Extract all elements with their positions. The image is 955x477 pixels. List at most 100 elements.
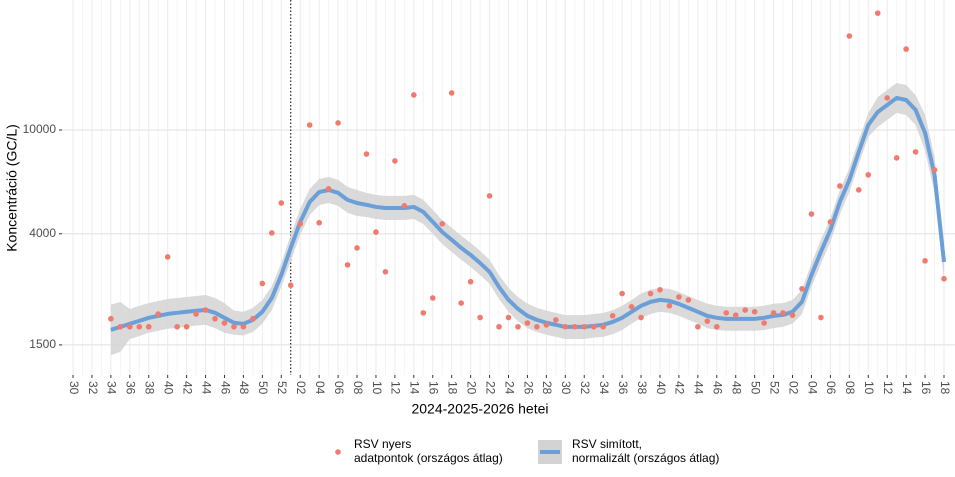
data-point bbox=[392, 158, 398, 164]
data-point bbox=[827, 219, 834, 225]
x-tick-label: 44 bbox=[199, 381, 213, 395]
data-point bbox=[685, 297, 692, 303]
data-point bbox=[467, 278, 474, 285]
data-point bbox=[174, 323, 180, 330]
x-tick-label: 52 bbox=[275, 381, 289, 395]
x-tick-label: 26 bbox=[521, 381, 535, 395]
data-point bbox=[240, 323, 247, 330]
data-point bbox=[505, 314, 512, 321]
data-point bbox=[751, 308, 758, 315]
y-axis-title: Koncentráció (GC/L) bbox=[4, 124, 20, 252]
data-point bbox=[221, 320, 228, 326]
x-tick-label: 14 bbox=[408, 381, 422, 395]
data-point bbox=[695, 323, 701, 330]
data-point bbox=[761, 320, 767, 326]
x-tick-label: 30 bbox=[67, 381, 81, 395]
data-point bbox=[145, 323, 152, 330]
data-point bbox=[269, 230, 275, 236]
data-point bbox=[108, 315, 114, 322]
x-tick-label: 40 bbox=[162, 381, 176, 395]
data-point bbox=[590, 323, 597, 330]
x-tick-label: 50 bbox=[748, 381, 762, 395]
y-tick-label: 10000 bbox=[23, 122, 57, 136]
data-point bbox=[676, 294, 682, 300]
x-tick-label: 20 bbox=[464, 381, 478, 395]
x-tick-label: 02 bbox=[786, 381, 800, 395]
x-tick-label: 38 bbox=[635, 381, 649, 395]
data-point bbox=[619, 290, 625, 297]
x-tick-label: 16 bbox=[427, 381, 441, 395]
data-point bbox=[713, 323, 720, 330]
data-point bbox=[335, 120, 341, 126]
data-point bbox=[855, 187, 862, 193]
data-point bbox=[609, 312, 616, 319]
x-axis-title: 2024-2025-2026 hetei bbox=[411, 401, 548, 417]
y-tick-label: 4000 bbox=[29, 226, 56, 240]
data-point bbox=[571, 323, 578, 330]
data-point bbox=[732, 312, 739, 318]
data-point bbox=[903, 46, 909, 52]
x-tick-label: 42 bbox=[180, 381, 194, 395]
data-point bbox=[931, 167, 938, 173]
data-point bbox=[657, 286, 663, 293]
data-point bbox=[193, 311, 199, 317]
data-point bbox=[316, 219, 322, 226]
legend-marker bbox=[335, 449, 341, 455]
data-point bbox=[666, 302, 673, 309]
data-point bbox=[420, 310, 427, 316]
data-point bbox=[127, 323, 133, 330]
x-tick-label: 48 bbox=[237, 381, 251, 395]
data-point bbox=[941, 275, 947, 282]
x-tick-label: 52 bbox=[767, 381, 781, 395]
x-tick-label: 16 bbox=[919, 381, 933, 395]
data-point bbox=[799, 286, 805, 292]
x-tick-label: 34 bbox=[105, 381, 119, 395]
data-point bbox=[212, 315, 218, 322]
x-tick-label: 46 bbox=[711, 381, 725, 395]
data-point bbox=[704, 318, 711, 324]
x-tick-label: 46 bbox=[218, 381, 232, 395]
data-point bbox=[742, 307, 748, 313]
smoothed-line bbox=[110, 95, 946, 332]
data-point bbox=[306, 122, 313, 128]
data-point bbox=[344, 262, 351, 268]
x-tick-label: 32 bbox=[578, 381, 592, 395]
data-point bbox=[818, 314, 824, 321]
data-point bbox=[373, 229, 379, 235]
data-point bbox=[912, 149, 919, 155]
legend-key bbox=[538, 440, 562, 464]
data-point bbox=[515, 323, 521, 330]
data-point bbox=[278, 200, 285, 206]
data-point bbox=[231, 323, 237, 330]
data-point bbox=[117, 323, 124, 330]
x-tick-label: 08 bbox=[843, 381, 857, 395]
data-point bbox=[837, 183, 843, 189]
data-point bbox=[553, 317, 559, 323]
data-point bbox=[600, 323, 606, 330]
data-point bbox=[865, 172, 872, 178]
data-point bbox=[250, 315, 256, 322]
x-tick-label: 42 bbox=[673, 381, 687, 395]
data-point bbox=[202, 307, 209, 313]
x-tick-label: 10 bbox=[862, 381, 876, 395]
x-tick-label: 44 bbox=[692, 381, 706, 395]
x-tick-label: 18 bbox=[446, 381, 460, 395]
data-point bbox=[723, 310, 730, 316]
x-tick-label: 28 bbox=[540, 381, 554, 395]
data-point bbox=[287, 282, 294, 289]
x-tick-label: 12 bbox=[881, 381, 895, 395]
data-point bbox=[477, 314, 483, 321]
data-point bbox=[136, 323, 143, 330]
x-tick-label: 30 bbox=[559, 381, 573, 395]
data-point bbox=[874, 10, 881, 16]
x-tick-label: 10 bbox=[370, 381, 384, 395]
data-point bbox=[448, 90, 455, 96]
data-point bbox=[429, 295, 436, 301]
data-point bbox=[638, 314, 644, 321]
y-tick-label: 1500 bbox=[29, 337, 56, 351]
x-tick-label: 38 bbox=[143, 381, 157, 395]
data-point bbox=[647, 290, 654, 297]
legend-label: RSV nyers adatpontok (országos átlag) bbox=[354, 437, 503, 465]
x-tick-label: 22 bbox=[483, 381, 497, 395]
x-tick-label: 34 bbox=[597, 381, 611, 395]
